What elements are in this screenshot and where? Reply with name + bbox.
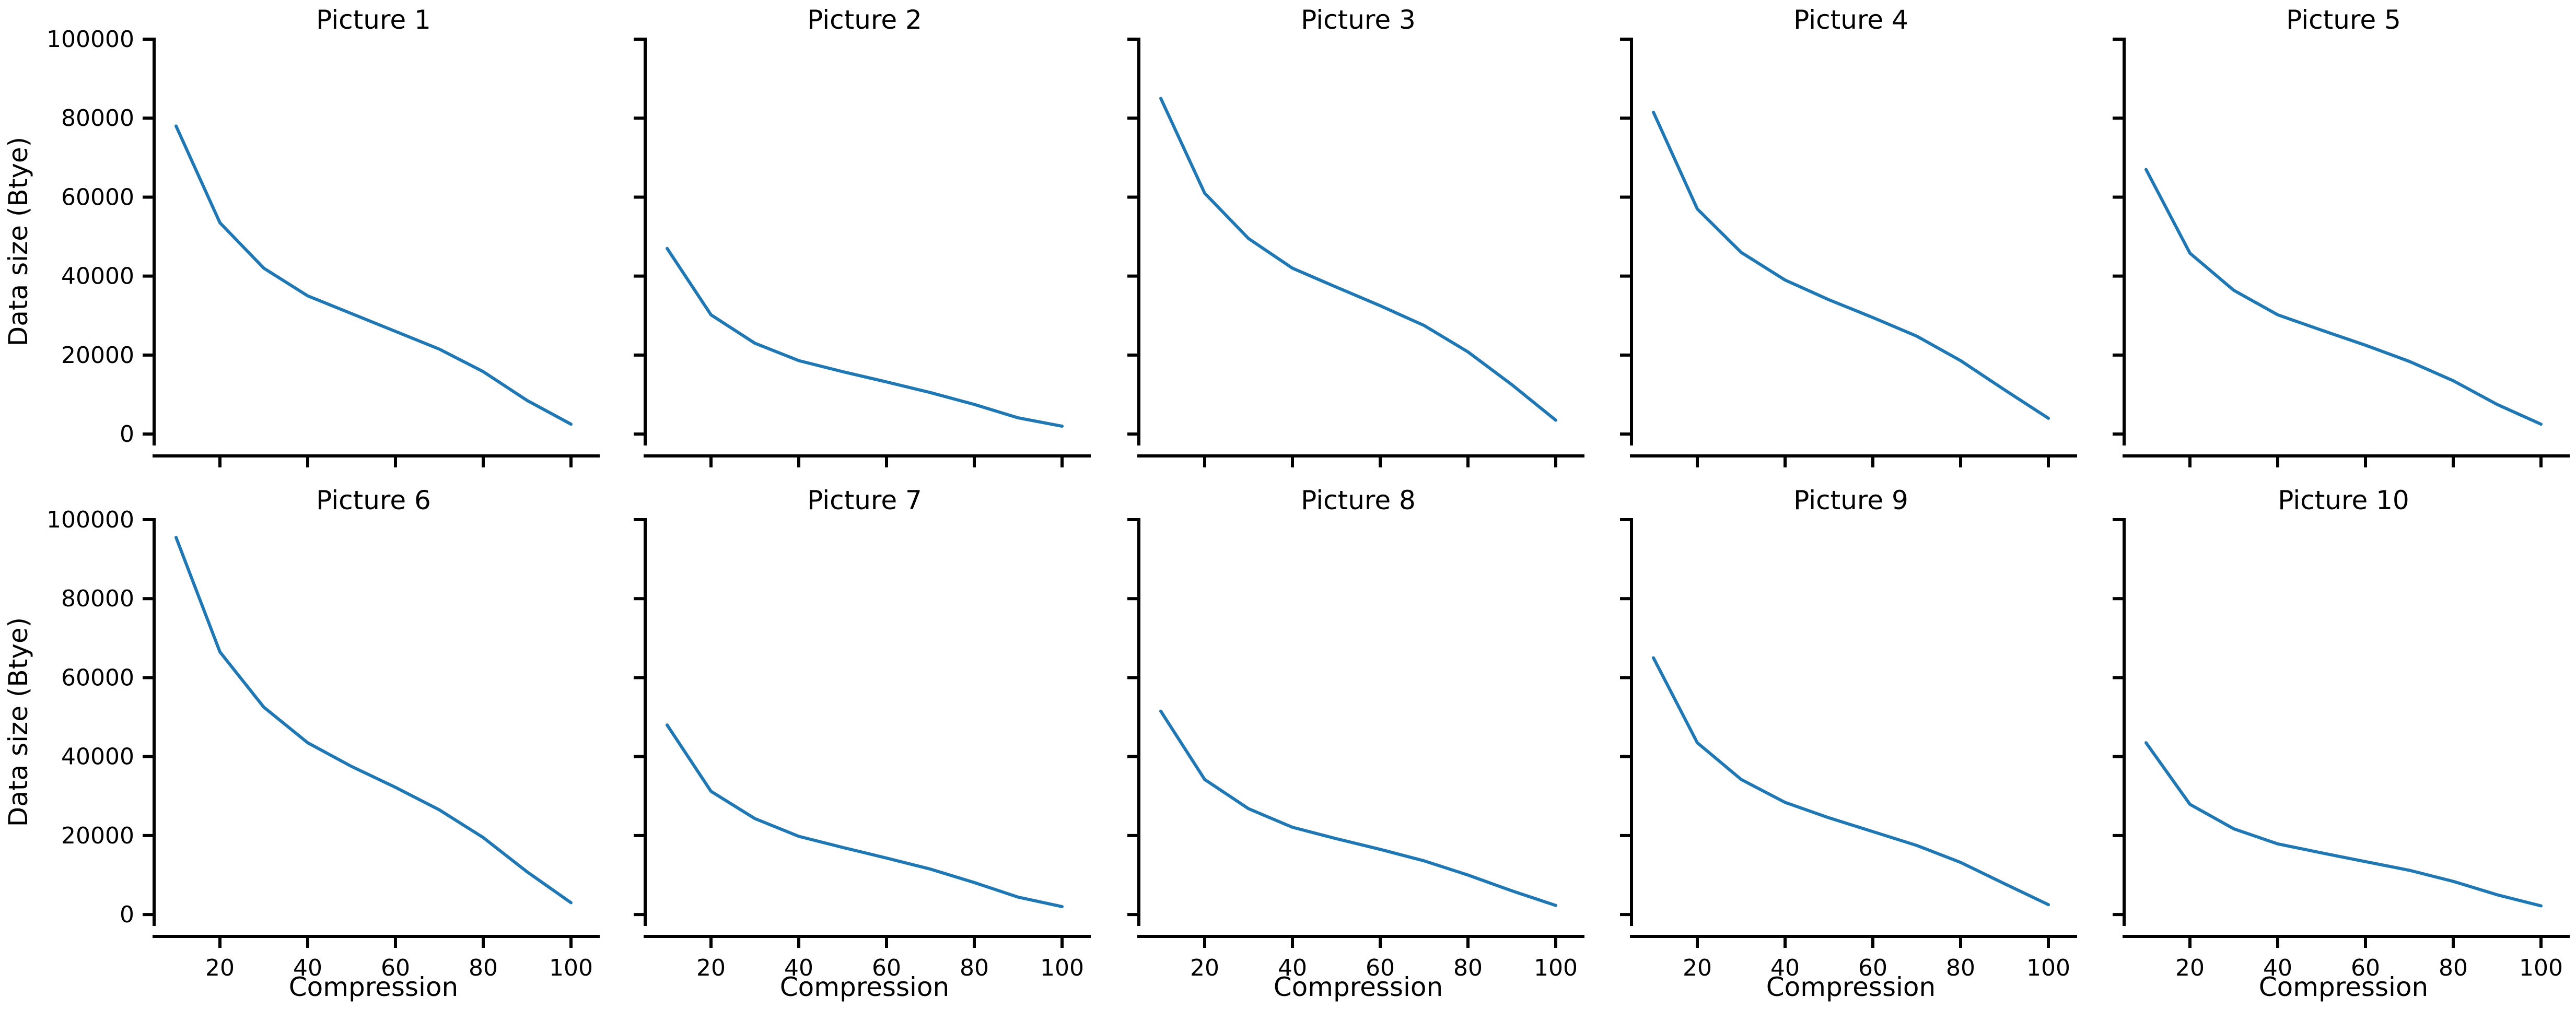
y-tick-label: 40000 [61,744,134,770]
series-line-5 [2144,168,2543,426]
x-tick-label: 60 [872,955,901,981]
panel-title-7: Picture 7 [807,485,922,515]
y-tick-label: 0 [120,421,134,448]
x-axis-title-7: Compression [780,972,949,1002]
y-tick-label: 60000 [61,664,134,691]
x-tick-label: 20 [2175,955,2205,981]
panel-title-10: Picture 10 [2278,485,2409,515]
series-line-4 [1652,110,2050,420]
x-tick-label: 60 [381,955,410,981]
panel-title-9: Picture 9 [1793,485,1908,515]
series-line-9 [1652,656,2050,907]
series-line-7 [666,723,1064,908]
x-axis-title-10: Compression [2259,972,2428,1002]
x-tick-label: 40 [1278,955,1307,981]
y-axis-title-6: Data size (Btye) [3,617,33,827]
panel-title-5: Picture 5 [2286,5,2401,35]
x-tick-label: 100 [1534,955,1578,981]
x-tick-label: 80 [1946,955,1975,981]
x-tick-label: 60 [1858,955,1887,981]
y-tick-label: 100000 [46,507,134,533]
y-tick-label: 60000 [61,184,134,210]
y-axis-title-1: Data size (Btye) [3,137,33,346]
series-line-8 [1159,709,1557,907]
x-axis-title-8: Compression [1274,972,1443,1002]
series-line-10 [2144,741,2543,908]
x-tick-label: 40 [1770,955,1800,981]
x-tick-label: 80 [2439,955,2468,981]
chart-panel-9: Picture 9 20 40 60 80 100 Compression [1620,485,2077,1002]
series-line-1 [174,124,573,426]
x-tick-label: 20 [696,955,726,981]
series-line-6 [174,536,573,905]
y-tick-label: 80000 [61,105,134,132]
x-tick-label: 20 [1683,955,1712,981]
chart-panel-10: Picture 10 20 40 60 80 100 Compression [2113,485,2570,1002]
x-tick-label: 80 [469,955,498,981]
x-tick-label: 100 [2026,955,2070,981]
x-axis-title-9: Compression [1766,972,1936,1002]
panel-title-4: Picture 4 [1793,5,1908,35]
x-tick-label: 40 [2263,955,2292,981]
chart-panel-7: Picture 7 20 40 60 80 100 Compression [634,485,1091,1002]
x-tick-label: 100 [1040,955,1084,981]
x-tick-label: 60 [1366,955,1395,981]
panel-title-6: Picture 6 [316,485,431,515]
chart-panel-2: Picture 2 [634,5,1091,467]
y-tick-label: 80000 [61,585,134,612]
x-tick-label: 20 [205,955,235,981]
chart-panel-5: Picture 5 [2113,5,2570,467]
x-tick-label: 40 [784,955,813,981]
y-tick-label: 0 [120,901,134,928]
x-tick-label: 80 [960,955,989,981]
y-tick-label: 40000 [61,263,134,290]
chart-panel-4: Picture 4 [1620,5,2077,467]
chart-panel-1: Picture 1 0 20000 40000 60000 80000 100000 Data… [3,5,600,467]
panel-title-3: Picture 3 [1301,5,1416,35]
y-tick-label: 100000 [46,26,134,53]
panel-title-8: Picture 8 [1301,485,1416,515]
y-tick-label: 20000 [61,342,134,369]
chart-panel-6: Picture 6 0 20000 40000 60000 80000 100000 20 40… [3,485,600,1002]
chart-panel-8: Picture 8 20 40 60 80 100 Compression [1127,485,1584,1002]
x-axis-title-6: Compression [289,972,458,1002]
x-tick-label: 100 [2519,955,2563,981]
x-tick-label: 60 [2351,955,2380,981]
series-line-3 [1159,97,1557,422]
panel-title-2: Picture 2 [807,5,922,35]
y-tick-label: 20000 [61,823,134,849]
chart-panel-3: Picture 3 [1127,5,1584,467]
series-line-2 [666,247,1064,428]
x-tick-label: 80 [1453,955,1483,981]
x-tick-label: 20 [1190,955,1219,981]
x-tick-label: 100 [549,955,593,981]
x-tick-label: 40 [293,955,322,981]
panel-title-1: Picture 1 [316,5,431,35]
